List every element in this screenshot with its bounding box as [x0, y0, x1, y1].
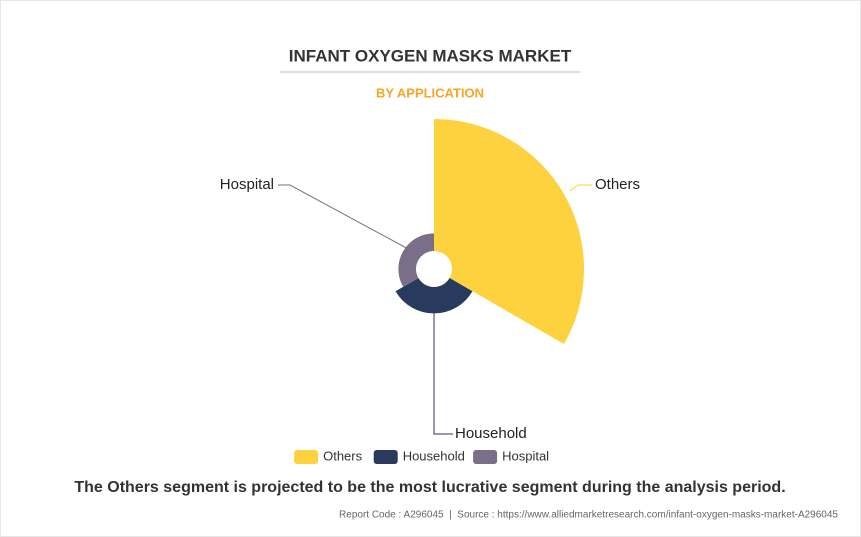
legend-label: Household: [403, 448, 465, 463]
chart-subtitle: BY APPLICATION: [376, 85, 484, 100]
legend-swatch: [373, 450, 398, 464]
legend-swatch: [294, 450, 319, 464]
rose-slice: [434, 119, 584, 344]
leader-line: [569, 184, 592, 192]
chart-title: INFANT OXYGEN MASKS MARKET: [289, 46, 572, 65]
footer: Report Code : A296045 | Source : https:/…: [339, 510, 838, 521]
leader-line: [433, 312, 453, 435]
legend-swatch: [473, 450, 498, 464]
rose-slice: [398, 233, 434, 287]
leader-line: [278, 184, 413, 252]
slice-label: Hospital: [220, 176, 274, 193]
rose-slice: [395, 278, 473, 314]
legend-label: Hospital: [502, 448, 549, 463]
legend-label: Others: [323, 448, 363, 463]
slice-label: Household: [455, 425, 527, 442]
slice-label: Others: [595, 176, 640, 193]
annotation: The Others segment is projected to be th…: [74, 479, 785, 496]
